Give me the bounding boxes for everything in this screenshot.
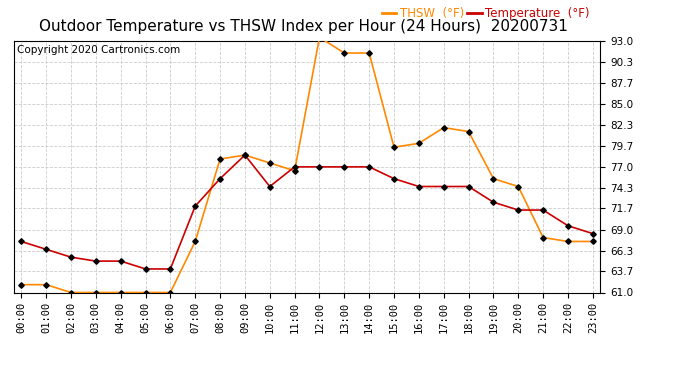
Text: Copyright 2020 Cartronics.com: Copyright 2020 Cartronics.com	[17, 45, 181, 55]
Legend: THSW  (°F), Temperature  (°F): THSW (°F), Temperature (°F)	[377, 2, 594, 24]
Text: Outdoor Temperature vs THSW Index per Hour (24 Hours)  20200731: Outdoor Temperature vs THSW Index per Ho…	[39, 19, 568, 34]
